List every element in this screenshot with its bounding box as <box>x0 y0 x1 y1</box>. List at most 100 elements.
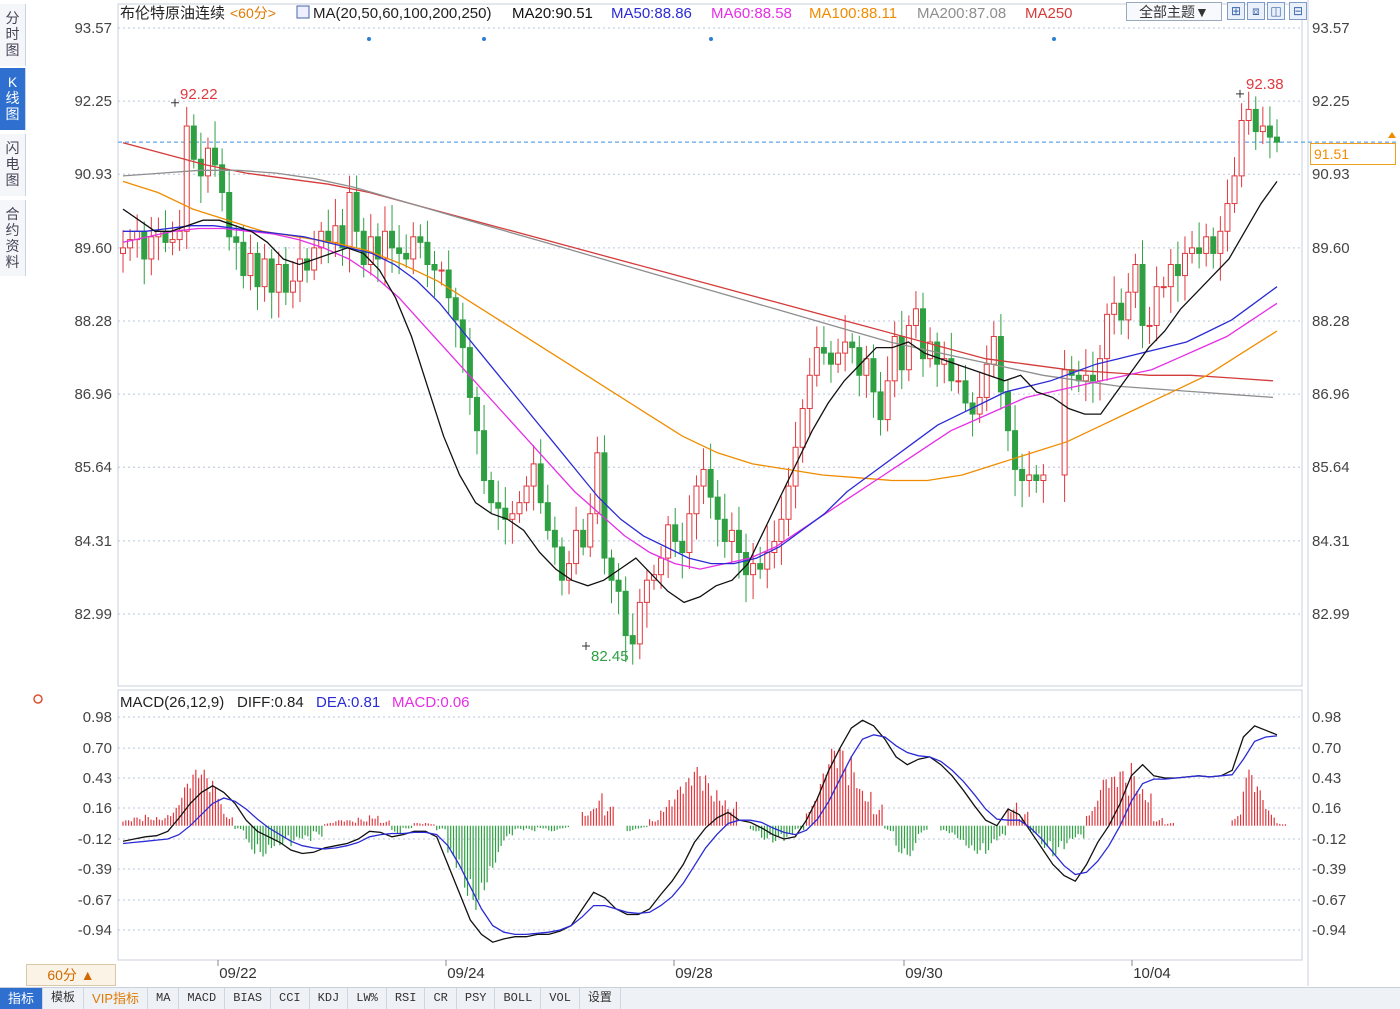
indicator-tab-kdj[interactable]: KDJ <box>310 988 349 1009</box>
macd-diff-value: DIFF:0.84 <box>237 694 304 711</box>
period-button[interactable]: 60分 ▲ <box>26 964 116 986</box>
date-axis-label: 10/04 <box>1133 965 1171 982</box>
high-marker-left <box>171 98 179 107</box>
grid-layout-icon[interactable]: ⊟ <box>1289 2 1307 20</box>
macd-params-label: MACD(26,12,9) <box>120 694 224 711</box>
low-marker <box>582 642 590 650</box>
ma200-value: MA200:87.08 <box>917 5 1006 22</box>
indicator-tab-cci[interactable]: CCI <box>271 988 310 1009</box>
candle-body <box>544 502 551 531</box>
theme-dropdown[interactable]: 全部主题▼ <box>1126 2 1222 21</box>
candle-body <box>438 269 445 272</box>
candle-body <box>1231 175 1238 205</box>
candle-body <box>1203 236 1210 254</box>
candle-body <box>360 230 367 266</box>
candle-body <box>1160 286 1167 289</box>
candle-body <box>466 347 473 398</box>
candle-body <box>1196 247 1203 254</box>
candle-body <box>304 258 311 271</box>
event-marker <box>482 37 486 41</box>
indicator-tab-cr[interactable]: CR <box>425 988 457 1009</box>
candle-body <box>750 563 757 576</box>
candle-body <box>502 507 509 520</box>
sidebar-tab-3[interactable]: 合约资料 <box>0 200 26 276</box>
indicator-tab-bias[interactable]: BIAS <box>225 988 272 1009</box>
indicator-tab-vip[interactable]: VIP指标 <box>84 988 148 1009</box>
candle-body <box>396 247 403 254</box>
candle-body <box>275 264 282 293</box>
candle-body <box>1118 302 1125 321</box>
candle-body <box>268 258 275 293</box>
chart-canvas: 93.57 93.57 92.25 92.25 90.93 90.93 89.60 89.60… <box>33 0 1396 986</box>
candle-body <box>176 230 183 241</box>
indicator-tab-[interactable]: 指标 <box>0 988 44 1009</box>
candle-body <box>594 452 601 515</box>
date-axis-label: 09/30 <box>905 965 943 982</box>
candle-body <box>693 485 700 515</box>
candle-body <box>806 374 813 410</box>
sidebar-tab-2[interactable]: 闪电图 <box>0 134 26 196</box>
candle-body <box>141 230 148 260</box>
candle-body <box>962 380 969 404</box>
indicator-tab-[interactable]: 设置 <box>580 988 621 1009</box>
indicator-settings-icon <box>33 694 43 704</box>
macd-axis-label-right: -0.12 <box>1312 831 1346 848</box>
candle-body <box>551 529 558 548</box>
fit-window-icon[interactable]: ⧈ <box>1247 2 1265 20</box>
candle-body <box>615 579 622 592</box>
candle-body <box>353 192 360 232</box>
candle-body <box>622 590 629 637</box>
candle-body <box>204 147 211 177</box>
candle-body <box>240 241 247 277</box>
candle-body <box>410 236 417 260</box>
ma-settings-icon <box>296 5 310 19</box>
candle-body <box>233 236 240 243</box>
indicator-tab-[interactable]: 模板 <box>43 988 85 1009</box>
candle-body <box>707 468 714 498</box>
indicator-tab-lw[interactable]: LW% <box>348 988 387 1009</box>
candle-body <box>983 363 990 398</box>
indicator-tab-macd[interactable]: MACD <box>179 988 226 1009</box>
indicator-tab-vol[interactable]: VOL <box>541 988 580 1009</box>
candle-body <box>665 524 672 559</box>
price-axis-label-right: 89.60 <box>1312 240 1350 257</box>
candle-body <box>721 518 728 542</box>
price-axis-label-right: 93.57 <box>1312 20 1350 37</box>
candle-body <box>1153 286 1160 326</box>
candle-body <box>898 336 905 371</box>
indicator-tab-rsi[interactable]: RSI <box>387 988 426 1009</box>
candle-body <box>1224 203 1231 232</box>
event-marker <box>709 37 713 41</box>
candle-body <box>1104 313 1111 360</box>
candle-body <box>1174 264 1181 277</box>
price-axis-label-left: 93.57 <box>74 20 112 37</box>
candle-body <box>891 336 898 382</box>
indicator-tab-boll[interactable]: BOLL <box>495 988 542 1009</box>
candle-body <box>183 125 190 232</box>
price-panel-frame <box>117 3 1303 687</box>
price-axis-label-right: 84.31 <box>1312 533 1350 550</box>
candle-body <box>417 236 424 243</box>
candle-body <box>1012 430 1019 470</box>
candle-body <box>636 601 643 645</box>
candle-body <box>877 391 884 421</box>
macd-axis-label-right: -0.67 <box>1312 892 1346 909</box>
candle-body <box>219 164 226 194</box>
candle-body <box>1082 374 1089 382</box>
candle-body <box>955 380 962 383</box>
macd-dea-line <box>122 734 1278 936</box>
date-axis-label: 09/22 <box>219 965 257 982</box>
indicator-tab-psy[interactable]: PSY <box>457 988 496 1009</box>
candle-body <box>658 557 665 576</box>
candle-body <box>169 239 176 243</box>
candle-body <box>672 524 679 542</box>
candle-body <box>431 264 438 271</box>
sidebar-tab-0[interactable]: 分时图 <box>0 4 26 66</box>
macd-hist-value: MACD:0.06 <box>392 694 470 711</box>
candle-body <box>403 252 410 260</box>
layout-split-icon[interactable]: ◫ <box>1267 2 1285 20</box>
zoom-in-icon[interactable]: ⊞ <box>1227 2 1245 20</box>
indicator-tab-ma[interactable]: MA <box>148 988 180 1009</box>
